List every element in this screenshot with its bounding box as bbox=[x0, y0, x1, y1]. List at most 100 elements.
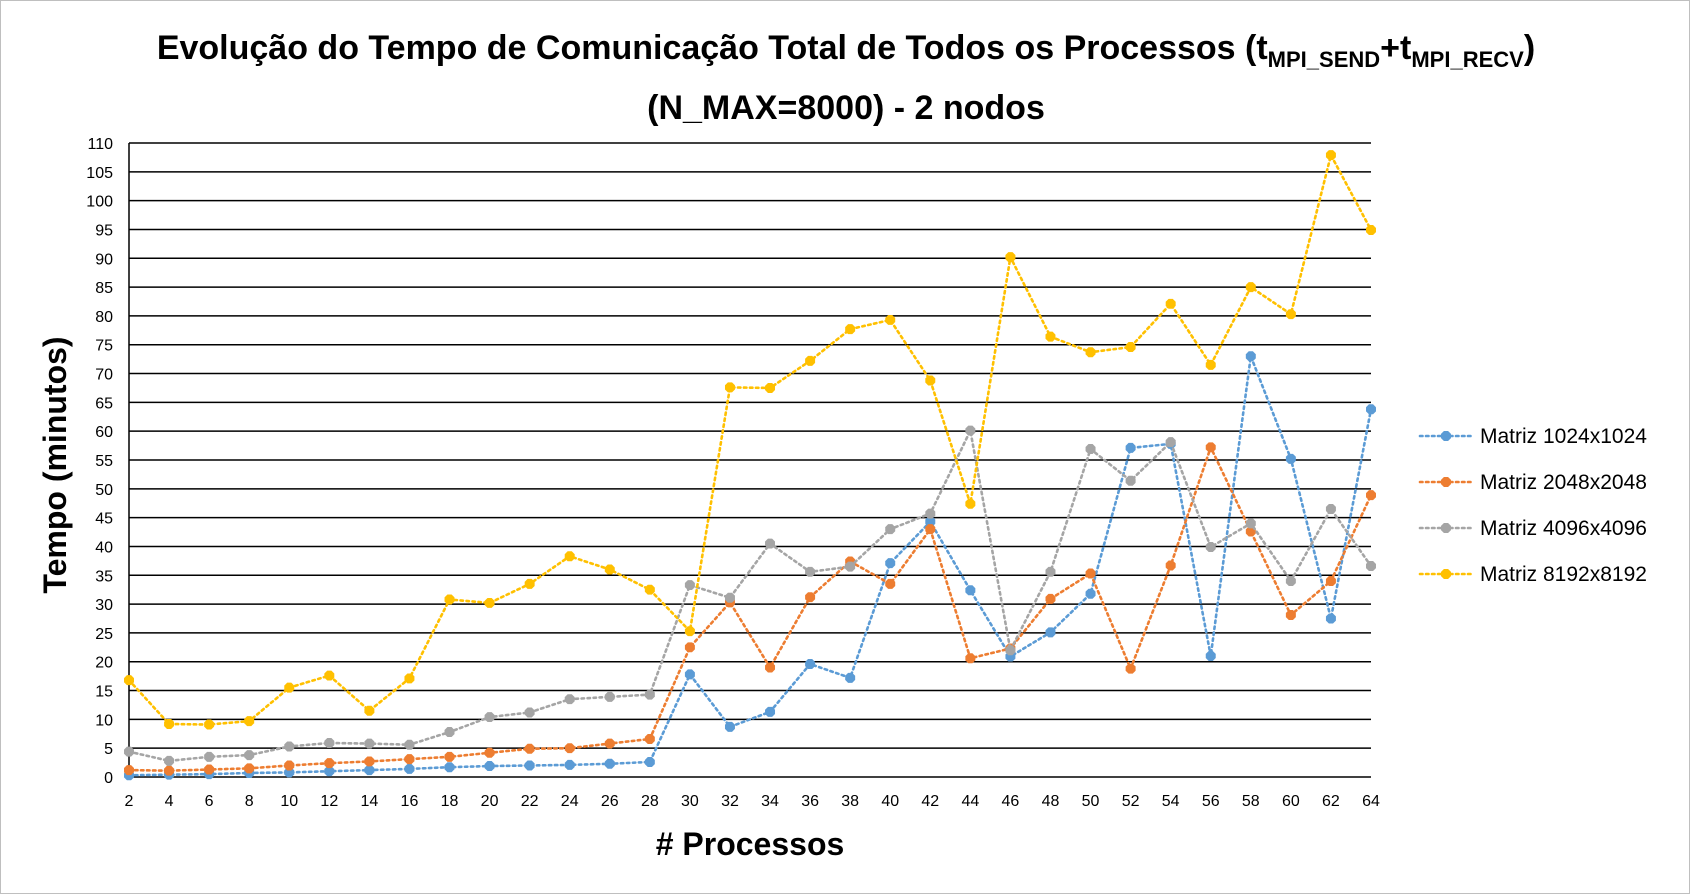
data-point bbox=[124, 765, 134, 776]
x-tick-label: 36 bbox=[801, 793, 819, 810]
legend-label: Matriz 2048x2048 bbox=[1480, 471, 1647, 494]
data-point bbox=[404, 739, 415, 750]
data-point bbox=[1005, 252, 1016, 263]
x-tick-label: 10 bbox=[280, 793, 298, 810]
series-3 bbox=[124, 425, 1376, 766]
x-tick-label: 44 bbox=[961, 793, 979, 810]
y-tick-label: 55 bbox=[95, 453, 113, 470]
y-tick-label: 5 bbox=[104, 741, 113, 758]
data-point bbox=[925, 516, 936, 527]
y-tick-label: 85 bbox=[95, 280, 113, 297]
data-point bbox=[1245, 282, 1256, 293]
x-tick-label: 42 bbox=[921, 793, 939, 810]
data-point bbox=[324, 738, 335, 748]
data-point bbox=[324, 758, 335, 769]
x-tick-label: 38 bbox=[841, 793, 859, 810]
data-point bbox=[284, 682, 295, 693]
data-point bbox=[244, 750, 255, 761]
y-tick-label: 15 bbox=[95, 684, 113, 701]
y-tick-label: 95 bbox=[95, 222, 113, 239]
data-point bbox=[1366, 404, 1376, 415]
y-tick-label: 65 bbox=[95, 395, 113, 412]
data-point bbox=[644, 689, 655, 700]
data-point bbox=[1125, 663, 1136, 674]
data-point bbox=[684, 626, 695, 637]
y-tick-label: 50 bbox=[95, 482, 113, 499]
x-tick-label: 52 bbox=[1122, 793, 1140, 810]
x-tick-label: 6 bbox=[205, 793, 214, 810]
data-point bbox=[1325, 150, 1336, 161]
chart-title: Evolução do Tempo de Comunicação Total d… bbox=[0, 24, 1692, 132]
data-point bbox=[965, 498, 976, 509]
legend-marker bbox=[1441, 431, 1451, 441]
data-point bbox=[644, 584, 655, 595]
x-tick-label: 48 bbox=[1042, 793, 1060, 810]
data-point bbox=[204, 719, 215, 730]
y-tick-label: 35 bbox=[95, 568, 113, 585]
data-point bbox=[885, 314, 896, 325]
y-tick-label: 30 bbox=[95, 597, 113, 614]
data-point bbox=[724, 382, 735, 393]
series-line bbox=[127, 443, 1373, 772]
data-point bbox=[765, 662, 776, 673]
y-tick-label: 20 bbox=[95, 655, 113, 672]
series-4 bbox=[124, 150, 1376, 730]
y-tick-label: 60 bbox=[95, 424, 113, 441]
legend-marker bbox=[1441, 523, 1451, 533]
series-1 bbox=[124, 351, 1376, 781]
data-point bbox=[604, 564, 615, 575]
data-point bbox=[204, 764, 215, 775]
data-point bbox=[1085, 588, 1096, 599]
x-tick-label: 2 bbox=[125, 793, 134, 810]
data-point bbox=[484, 597, 495, 608]
data-point bbox=[1085, 444, 1096, 455]
x-tick-label: 60 bbox=[1282, 793, 1300, 810]
series-line bbox=[127, 426, 1373, 763]
data-point bbox=[484, 712, 495, 723]
y-tick-label: 110 bbox=[87, 136, 113, 153]
data-point bbox=[564, 694, 575, 705]
data-point bbox=[1205, 542, 1216, 553]
data-point bbox=[1165, 437, 1176, 448]
data-point bbox=[925, 524, 936, 535]
data-point bbox=[805, 659, 816, 670]
data-point bbox=[484, 761, 495, 772]
y-tick-label: 100 bbox=[86, 194, 113, 211]
title-mid: +t bbox=[1380, 29, 1412, 67]
title-sub-send: MPI_SEND bbox=[1267, 47, 1381, 72]
data-point bbox=[805, 566, 816, 577]
data-point bbox=[1085, 347, 1096, 358]
data-point bbox=[124, 675, 134, 686]
data-point bbox=[524, 760, 535, 771]
data-point bbox=[1005, 645, 1016, 656]
data-point bbox=[324, 766, 335, 777]
y-tick-labels: 0 5 10 15 20 25 30 35 40 45 50 55 60 65 70 75 80 85 90 95 10… bbox=[86, 136, 113, 787]
x-tick-label: 8 bbox=[245, 793, 254, 810]
data-point bbox=[604, 738, 615, 749]
data-point bbox=[684, 669, 695, 680]
data-point bbox=[765, 538, 776, 549]
data-point bbox=[524, 578, 535, 589]
data-point bbox=[925, 508, 936, 519]
data-point bbox=[204, 751, 215, 762]
data-point bbox=[364, 705, 375, 716]
data-point bbox=[965, 585, 976, 596]
data-point bbox=[124, 746, 134, 757]
legend-item: Matriz 4096x4096 bbox=[1418, 517, 1647, 540]
data-point bbox=[1045, 627, 1056, 638]
data-point bbox=[484, 747, 495, 758]
data-point bbox=[404, 673, 415, 684]
x-tick-labels: 2 4 6 8 10 12 14 16 18 20 22 24 26 28 30 32 34 36 38 40 42 44… bbox=[125, 793, 1380, 810]
series-lines bbox=[124, 150, 1376, 781]
x-tick-label: 14 bbox=[360, 793, 378, 810]
x-tick-label: 62 bbox=[1322, 793, 1340, 810]
data-point bbox=[1325, 576, 1336, 587]
y-tick-label: 25 bbox=[95, 626, 113, 643]
data-point bbox=[805, 355, 816, 366]
data-point bbox=[845, 561, 856, 572]
data-point bbox=[1285, 309, 1296, 320]
data-point bbox=[684, 642, 695, 653]
data-point bbox=[1285, 610, 1296, 621]
y-tick-label: 90 bbox=[95, 251, 113, 268]
data-point bbox=[364, 756, 375, 767]
